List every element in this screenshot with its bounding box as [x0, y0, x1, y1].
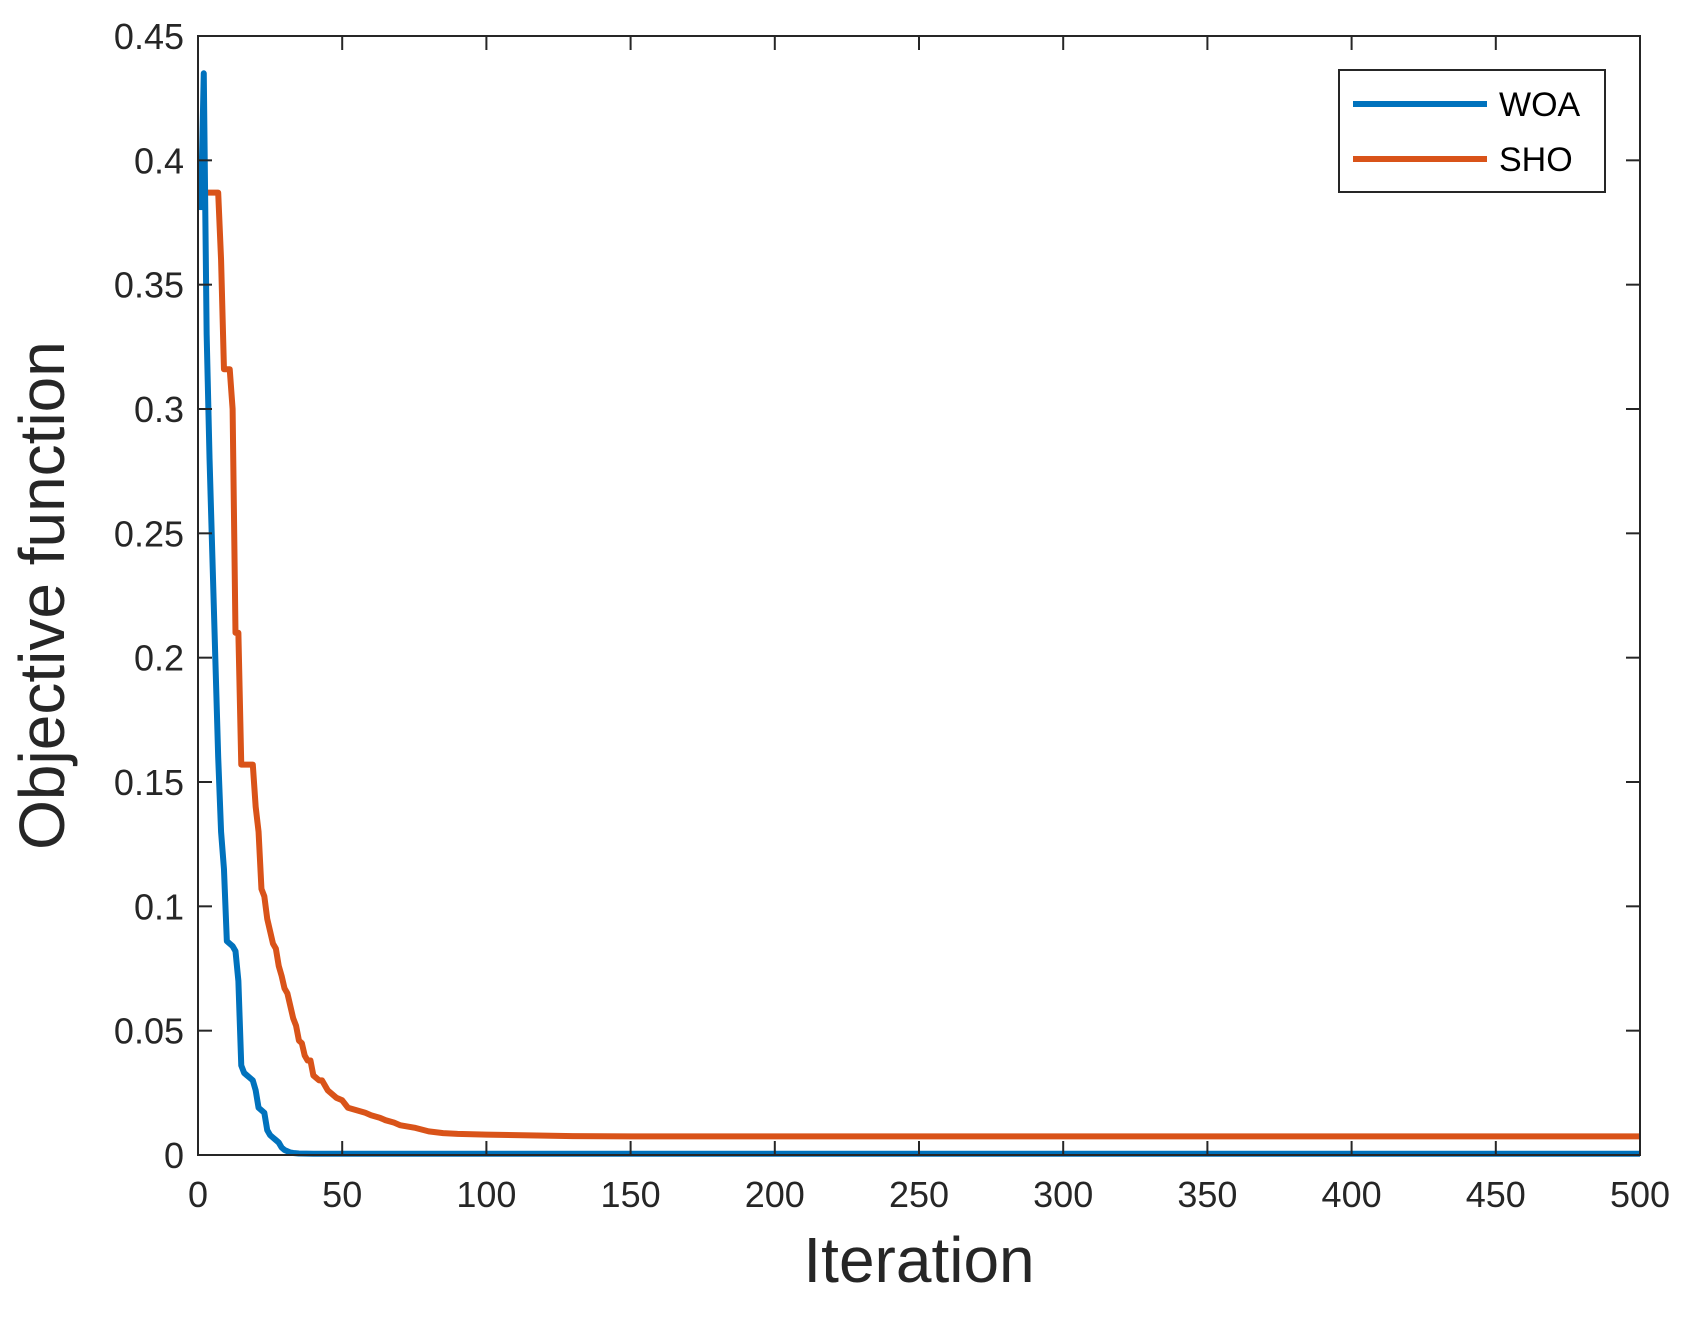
x-tick-label: 0	[188, 1174, 208, 1215]
y-tick-label: 0.4	[134, 140, 184, 181]
legend-box	[1338, 69, 1606, 193]
x-tick-label: 400	[1322, 1174, 1382, 1215]
y-tick-label: 0.1	[134, 886, 184, 927]
y-tick-label: 0.45	[114, 16, 184, 57]
series-line-woa	[197, 70, 1640, 1157]
y-tick-label: 0.25	[114, 513, 184, 554]
y-axis-title: Objective function	[6, 341, 78, 850]
legend: WOA SHO	[1338, 69, 1606, 193]
x-tick-label: 200	[745, 1174, 805, 1215]
y-tick-label: 0.2	[134, 638, 184, 679]
y-tick-label: 0	[164, 1135, 184, 1176]
x-tick-label: 150	[601, 1174, 661, 1215]
x-tick-label: 350	[1177, 1174, 1237, 1215]
x-tick-label: 450	[1466, 1174, 1526, 1215]
x-tick-label: 300	[1033, 1174, 1093, 1215]
legend-label-sho: SHO	[1499, 141, 1573, 179]
y-tick-label: 0.35	[114, 265, 184, 306]
y-tick-label: 0.3	[134, 389, 184, 430]
y-tick-label: 0.15	[114, 762, 184, 803]
x-axis-title: Iteration	[803, 1224, 1034, 1296]
x-tick-label: 250	[889, 1174, 949, 1215]
tick-layer: 0 50 100 150 200 250 300 350 400 450 500 0 0.05 0.1 0.…	[114, 16, 1670, 1215]
y-tick-label: 0.05	[114, 1011, 184, 1052]
legend-label-woa: WOA	[1499, 86, 1581, 124]
x-tick-label: 50	[322, 1174, 362, 1215]
x-tick-label: 500	[1610, 1174, 1670, 1215]
series-line-sho	[200, 189, 1640, 1140]
series-layer	[197, 70, 1640, 1157]
x-tick-label: 100	[456, 1174, 516, 1215]
